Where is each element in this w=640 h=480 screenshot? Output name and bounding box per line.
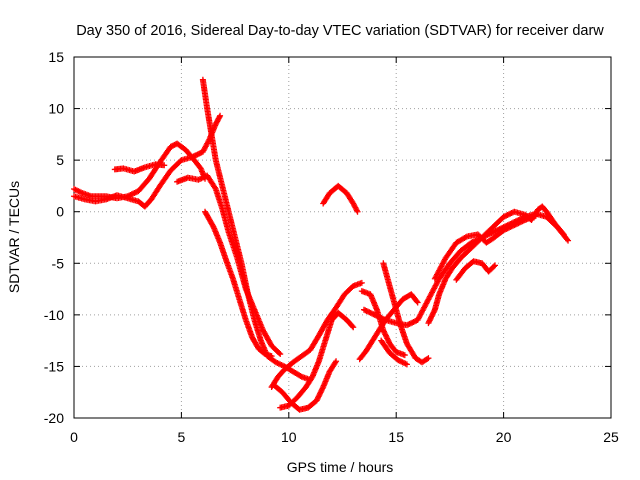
series-arc10	[320, 182, 361, 215]
data-point	[332, 359, 339, 366]
y-tick-label: -5	[52, 255, 65, 271]
series-arc18	[453, 258, 499, 283]
data-point	[354, 208, 361, 215]
data-point	[532, 212, 539, 219]
data-point	[424, 356, 431, 363]
axis-ticks	[73, 56, 612, 419]
series-arc9	[270, 358, 340, 413]
data-point	[565, 237, 572, 244]
data-point	[462, 234, 469, 241]
data-point	[425, 355, 432, 362]
x-tick-label: 25	[603, 429, 619, 445]
data-point	[492, 262, 499, 269]
y-tick-label: 15	[48, 49, 64, 65]
x-tick-label: 15	[388, 429, 404, 445]
data-point	[559, 230, 566, 237]
data-point	[297, 373, 304, 380]
series-arc2	[71, 140, 209, 202]
data-point	[358, 279, 365, 286]
x-tick-label: 0	[70, 429, 78, 445]
plot-frame	[73, 56, 612, 419]
y-axis-label: SDTVAR / TECUs	[6, 181, 22, 293]
data-point	[349, 323, 356, 330]
axis-tick-labels: 0 5 10 15 20 25 -20 -15 -10 -5 0 5 10 15	[44, 49, 619, 445]
y-tick-label: 10	[48, 101, 64, 117]
chart-title: Day 350 of 2016, Sidereal Day-to-day VTE…	[76, 23, 604, 39]
x-tick-label: 5	[178, 429, 186, 445]
x-axis-label: GPS time / hours	[287, 459, 394, 475]
series-arc4	[174, 172, 284, 358]
series-arc17	[431, 212, 539, 282]
data-point	[490, 263, 497, 270]
y-tick-label: 0	[56, 204, 64, 220]
series-arc14	[378, 337, 410, 368]
grid	[74, 57, 611, 418]
series-arc3	[111, 161, 168, 175]
data-point	[277, 351, 284, 358]
series-arc7	[268, 279, 365, 391]
series-arc5	[199, 76, 314, 383]
data-point	[403, 361, 410, 368]
data-point	[350, 324, 357, 331]
data-point	[161, 162, 168, 169]
data-point	[276, 350, 283, 357]
data-point	[401, 352, 408, 359]
y-tick-label: -15	[44, 358, 64, 374]
y-tick-label: 5	[56, 152, 64, 168]
series-arc13	[380, 260, 432, 366]
data-point	[268, 353, 275, 360]
data-point	[564, 236, 571, 243]
data-markers	[71, 76, 572, 413]
y-tick-label: -20	[44, 410, 64, 426]
series-arc16	[425, 203, 567, 327]
x-tick-label: 20	[496, 429, 512, 445]
series-arc6	[202, 208, 275, 360]
data-point	[217, 112, 224, 119]
y-tick-label: -10	[44, 307, 64, 323]
data-point	[560, 231, 567, 238]
x-tick-label: 10	[281, 429, 297, 445]
data-point	[413, 298, 420, 305]
data-point	[209, 222, 216, 229]
data-point	[333, 358, 340, 365]
data-point	[414, 299, 421, 306]
